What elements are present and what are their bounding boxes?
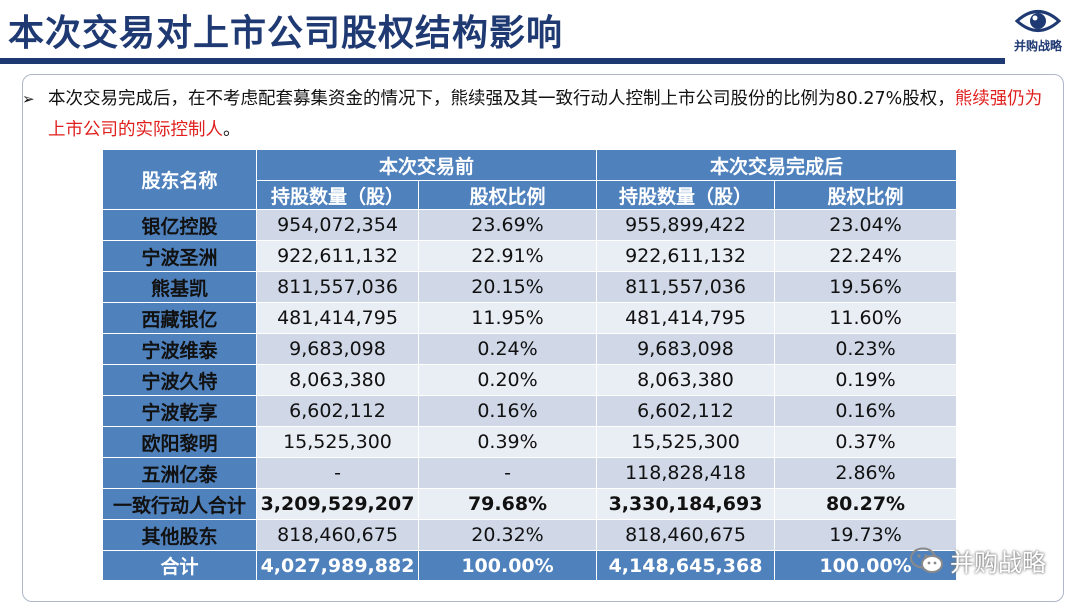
after-ratio-cell: 19.56% xyxy=(774,271,958,303)
after-ratio-cell: 2.86% xyxy=(774,457,958,489)
before-ratio-cell: 0.39% xyxy=(417,426,598,458)
after-ratio-cell: 80.27% xyxy=(774,488,958,520)
summary-highlight: 熊续强仍为上市公司的实际控制人 xyxy=(48,89,1043,140)
table-row: 五洲亿泰 - -118,828,418 2.86% xyxy=(102,457,958,489)
table-row: 宁波维泰 9,683,098 0.24% 9,683,098 0.23% xyxy=(102,333,958,365)
after-shares-cell: 3,330,184,693 xyxy=(596,488,776,520)
after-shares-cell: 8,063,380 xyxy=(596,364,776,396)
eye-icon xyxy=(1015,10,1061,32)
before-shares-cell: - xyxy=(256,457,419,489)
before-shares-cell: 922,611,132 xyxy=(256,240,419,272)
after-shares-cell: 811,557,036 xyxy=(596,271,776,303)
total-name: 合计 xyxy=(102,550,257,581)
wechat-watermark: 并购战略 xyxy=(910,543,1046,578)
shareholder-name: 熊基凯 xyxy=(102,271,257,303)
summary-bullet: ➢ 本次交易完成后，在不考虑配套募集资金的情况下，熊续强及其一致行动人控制上市公… xyxy=(22,84,1048,146)
header-after-group: 本次交易完成后 xyxy=(596,149,958,181)
header-before-ratio: 股权比例 xyxy=(417,180,598,210)
shareholding-table: 股东名称 本次交易前 本次交易完成后 持股数量（股） 股权比例 持股数量（股） … xyxy=(102,149,958,581)
total-row: 合计 4,027,989,882 100.00% 4,148,645,368 100.0… xyxy=(102,550,958,581)
total-before-ratio: 100.00% xyxy=(417,550,598,581)
before-ratio-cell: 0.16% xyxy=(417,395,598,427)
table-row: 宁波圣洲 922,611,132 22.91% 922,611,132 22.24% xyxy=(102,240,958,272)
table-row: 一致行动人合计 3,209,529,207 79.68% 3,330,184,693 8… xyxy=(102,488,958,520)
after-ratio-cell: 22.24% xyxy=(774,240,958,272)
shareholder-name: 宁波乾享 xyxy=(102,395,257,427)
table-row: 欧阳黎明 15,525,300 0.39% 15,525,300 0.37% xyxy=(102,426,958,458)
arrow-bullet-icon: ➢ xyxy=(22,90,35,108)
header-after-ratio: 股权比例 xyxy=(774,180,958,210)
after-shares-cell: 955,899,422 xyxy=(596,209,776,241)
table-row: 宁波乾享 6,602,112 0.16% 6,602,112 0.16% xyxy=(102,395,958,427)
before-shares-cell: 15,525,300 xyxy=(256,426,419,458)
after-ratio-cell: 23.04% xyxy=(774,209,958,241)
table-row: 熊基凯 811,557,036 20.15% 811,557,036 19.56% xyxy=(102,271,958,303)
summary-end: 。 xyxy=(223,120,241,140)
watermark-text: 并购战略 xyxy=(950,549,1046,577)
wechat-icon xyxy=(910,547,943,573)
after-ratio-cell: 0.16% xyxy=(774,395,958,427)
before-shares-cell: 481,414,795 xyxy=(256,302,419,334)
table-row: 银亿控股 954,072,354 23.69% 955,899,422 23.04% xyxy=(102,209,958,241)
table-row: 西藏银亿 481,414,795 11.95% 481,414,795 11.60% xyxy=(102,302,958,334)
table-row: 其他股东 818,460,675 20.32% 818,460,675 19.73% xyxy=(102,519,958,551)
before-ratio-cell: 0.24% xyxy=(417,333,598,365)
shareholder-name: 宁波圣洲 xyxy=(102,240,257,272)
title-divider xyxy=(0,58,1005,64)
shareholder-name: 欧阳黎明 xyxy=(102,426,257,458)
before-ratio-cell: 0.20% xyxy=(417,364,598,396)
after-shares-cell: 9,683,098 xyxy=(596,333,776,365)
logo-text: 并购战略 xyxy=(1013,39,1062,53)
before-ratio-cell: 22.91% xyxy=(417,240,598,272)
shareholder-name: 一致行动人合计 xyxy=(102,488,257,520)
before-ratio-cell: - xyxy=(417,457,598,489)
before-ratio-cell: 79.68% xyxy=(417,488,598,520)
before-ratio-cell: 20.15% xyxy=(417,271,598,303)
header-before-group: 本次交易前 xyxy=(255,149,598,181)
after-ratio-cell: 19.73% xyxy=(774,519,958,551)
header-after-shares: 持股数量（股） xyxy=(596,180,776,210)
before-shares-cell: 811,557,036 xyxy=(256,271,419,303)
shareholder-name: 其他股东 xyxy=(102,519,257,551)
shareholder-name: 宁波维泰 xyxy=(102,333,257,365)
after-shares-cell: 922,611,132 xyxy=(596,240,776,272)
after-ratio-cell: 0.19% xyxy=(774,364,958,396)
summary-text: 本次交易完成后，在不考虑配套募集资金的情况下，熊续强及其一致行动人控制上市公司股… xyxy=(48,89,955,109)
brand-logo: 并购战略 xyxy=(1008,6,1068,62)
page-title: 本次交易对上市公司股权结构影响 xyxy=(8,13,564,54)
after-shares-cell: 118,828,418 xyxy=(596,457,776,489)
before-ratio-cell: 20.32% xyxy=(417,519,598,551)
before-ratio-cell: 23.69% xyxy=(417,209,598,241)
shareholder-name: 宁波久特 xyxy=(102,364,257,396)
before-shares-cell: 9,683,098 xyxy=(256,333,419,365)
header-before-shares: 持股数量（股） xyxy=(256,180,419,210)
shareholder-name: 西藏银亿 xyxy=(102,302,257,334)
after-ratio-cell: 0.37% xyxy=(774,426,958,458)
before-shares-cell: 818,460,675 xyxy=(256,519,419,551)
total-before-shares: 4,027,989,882 xyxy=(256,550,419,581)
after-shares-cell: 15,525,300 xyxy=(596,426,776,458)
after-ratio-cell: 0.23% xyxy=(774,333,958,365)
shareholder-name: 银亿控股 xyxy=(102,209,257,241)
after-shares-cell: 818,460,675 xyxy=(596,519,776,551)
shareholder-name: 五洲亿泰 xyxy=(102,457,257,489)
total-after-shares: 4,148,645,368 xyxy=(596,550,776,581)
before-shares-cell: 3,209,529,207 xyxy=(256,488,419,520)
header-shareholder: 股东名称 xyxy=(102,149,257,210)
before-shares-cell: 954,072,354 xyxy=(256,209,419,241)
after-shares-cell: 6,602,112 xyxy=(596,395,776,427)
before-shares-cell: 8,063,380 xyxy=(256,364,419,396)
before-ratio-cell: 11.95% xyxy=(417,302,598,334)
after-ratio-cell: 11.60% xyxy=(774,302,958,334)
after-shares-cell: 481,414,795 xyxy=(596,302,776,334)
before-shares-cell: 6,602,112 xyxy=(256,395,419,427)
table-row: 宁波久特 8,063,380 0.20% 8,063,380 0.19% xyxy=(102,364,958,396)
